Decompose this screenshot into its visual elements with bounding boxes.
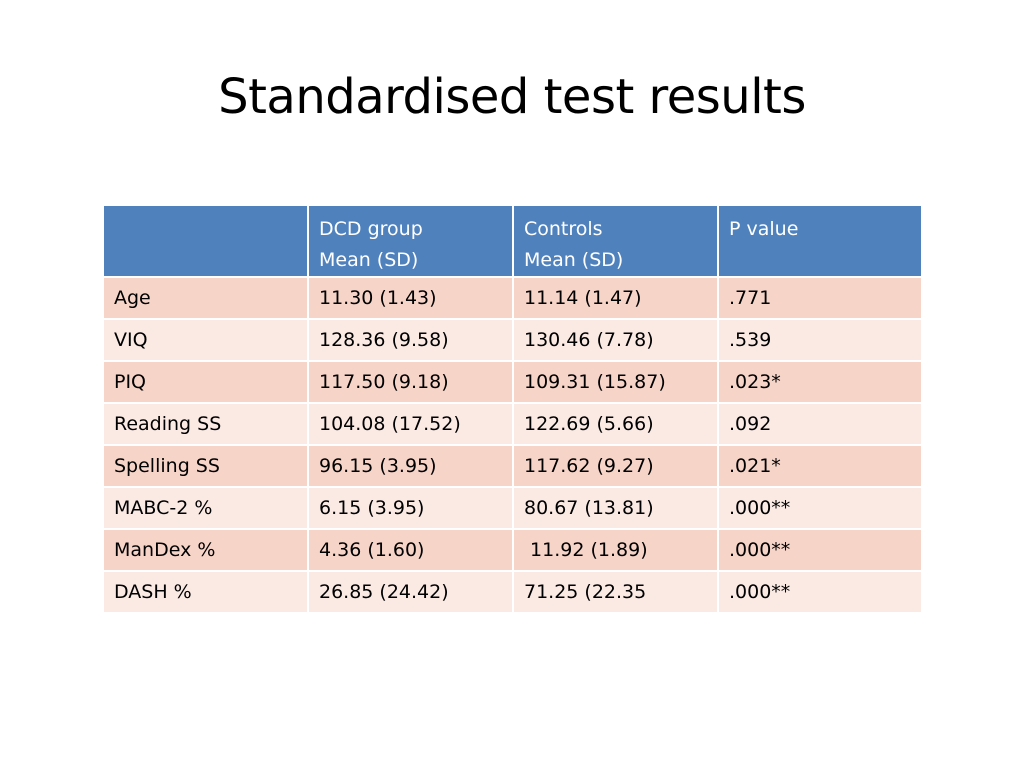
row-p-value: .092 <box>717 402 923 446</box>
row-measure: Age <box>102 276 309 320</box>
row-p-value: .000** <box>717 486 923 530</box>
table-row: Age 11.30 (1.43) 11.14 (1.47) .771 <box>102 276 923 320</box>
header-line-2: Mean (SD) <box>524 249 624 271</box>
row-controls-value: 130.46 (7.78) <box>512 318 719 362</box>
row-p-value: .023* <box>717 360 923 404</box>
row-measure: DASH % <box>102 570 309 614</box>
header-cell-dcd-group: DCD group Mean (SD) <box>307 204 514 278</box>
row-controls-value: 80.67 (13.81) <box>512 486 719 530</box>
header-line-1: DCD group <box>319 218 423 240</box>
row-controls-value: 122.69 (5.66) <box>512 402 719 446</box>
slide-title: Standardised test results <box>218 69 806 125</box>
row-dcd-value: 6.15 (3.95) <box>307 486 514 530</box>
row-measure: VIQ <box>102 318 309 362</box>
header-line-1: Controls <box>524 218 603 240</box>
row-p-value: .000** <box>717 570 923 614</box>
row-dcd-value: 96.15 (3.95) <box>307 444 514 488</box>
header-cell-p-value: P value <box>717 204 923 278</box>
row-controls-value: 11.92 (1.89) <box>512 528 719 572</box>
table-row: MABC-2 % 6.15 (3.95) 80.67 (13.81) .000*… <box>102 486 923 530</box>
table-row: DASH % 26.85 (24.42) 71.25 (22.35 .000** <box>102 570 923 614</box>
row-controls-value: 109.31 (15.87) <box>512 360 719 404</box>
row-dcd-value: 26.85 (24.42) <box>307 570 514 614</box>
table-row: Reading SS 104.08 (17.52) 122.69 (5.66) … <box>102 402 923 446</box>
row-measure: PIQ <box>102 360 309 404</box>
table-header-row: DCD group Mean (SD) Controls Mean (SD) P… <box>102 204 923 278</box>
row-dcd-value: 11.30 (1.43) <box>307 276 514 320</box>
row-measure: MABC-2 % <box>102 486 309 530</box>
table-row: Spelling SS 96.15 (3.95) 117.62 (9.27) .… <box>102 444 923 488</box>
row-dcd-value: 4.36 (1.60) <box>307 528 514 572</box>
header-cell-blank <box>102 204 309 278</box>
row-measure: Reading SS <box>102 402 309 446</box>
header-line-1: P value <box>729 218 799 240</box>
row-measure: Spelling SS <box>102 444 309 488</box>
row-p-value: .539 <box>717 318 923 362</box>
row-dcd-value: 104.08 (17.52) <box>307 402 514 446</box>
table-row: VIQ 128.36 (9.58) 130.46 (7.78) .539 <box>102 318 923 362</box>
row-p-value: .000** <box>717 528 923 572</box>
row-dcd-value: 117.50 (9.18) <box>307 360 514 404</box>
row-measure: ManDex % <box>102 528 309 572</box>
results-table: DCD group Mean (SD) Controls Mean (SD) P… <box>102 204 923 614</box>
row-p-value: .771 <box>717 276 923 320</box>
header-cell-controls: Controls Mean (SD) <box>512 204 719 278</box>
row-controls-value: 117.62 (9.27) <box>512 444 719 488</box>
header-line-2: Mean (SD) <box>319 249 419 271</box>
row-p-value: .021* <box>717 444 923 488</box>
row-dcd-value: 128.36 (9.58) <box>307 318 514 362</box>
table-row: PIQ 117.50 (9.18) 109.31 (15.87) .023* <box>102 360 923 404</box>
row-controls-value: 11.14 (1.47) <box>512 276 719 320</box>
table-row: ManDex % 4.36 (1.60) 11.92 (1.89) .000** <box>102 528 923 572</box>
row-controls-value: 71.25 (22.35 <box>512 570 719 614</box>
